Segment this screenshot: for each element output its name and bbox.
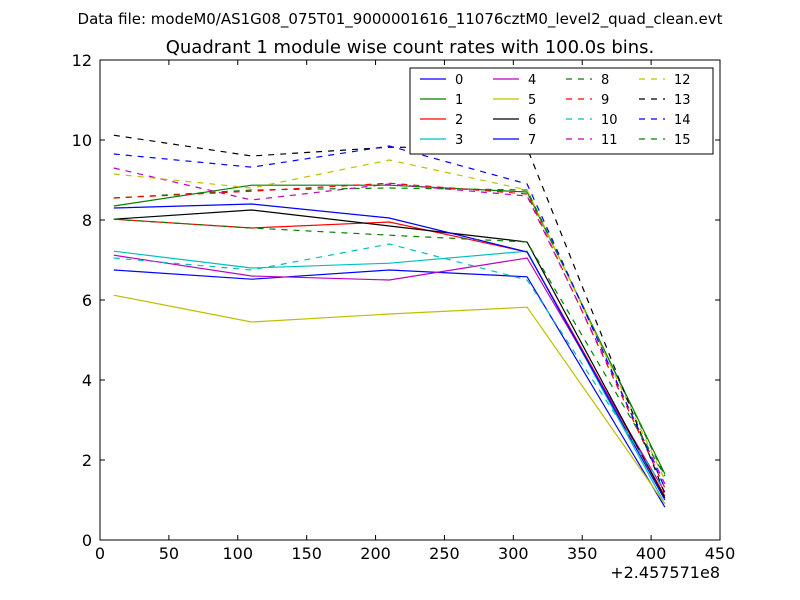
y-tick-label: 12: [72, 51, 92, 70]
series-line-8: [113, 187, 666, 477]
y-tick-label: 2: [82, 451, 92, 470]
series-line-14: [113, 145, 666, 489]
series-line-6: [113, 209, 666, 499]
x-tick-label: 100: [223, 544, 254, 563]
x-tick-label: 450: [705, 544, 736, 563]
series-layer: [113, 134, 666, 508]
legend-label-14: 14: [674, 113, 691, 128]
series-line-3: [113, 250, 666, 505]
series-line-0: [113, 269, 666, 508]
x-tick-label: 350: [567, 544, 598, 563]
x-tick-label: 0: [95, 544, 105, 563]
series-line-7: [113, 203, 666, 501]
x-offset-label: +2.457571e8: [610, 563, 720, 582]
series-line-4: [113, 254, 666, 493]
legend-label-11: 11: [601, 133, 618, 148]
x-tick-label: 300: [498, 544, 529, 563]
chart-title: Quadrant 1 module wise count rates with …: [166, 37, 655, 58]
legend-label-3: 3: [455, 133, 463, 148]
series-line-10: [113, 243, 666, 491]
legend-label-2: 2: [455, 113, 463, 128]
legend-label-1: 1: [455, 93, 463, 108]
legend-box: [409, 67, 714, 155]
legend-label-12: 12: [674, 73, 691, 88]
series-line-13: [113, 134, 666, 495]
legend-label-13: 13: [674, 93, 691, 108]
x-tick-label: 250: [429, 544, 460, 563]
x-tick-label: 150: [291, 544, 322, 563]
series-line-9: [113, 182, 666, 489]
y-tick-label: 4: [82, 371, 92, 390]
series-line-15: [113, 218, 666, 477]
legend-label-6: 6: [528, 113, 536, 128]
chart-suptitle: Data file: modeM0/AS1G08_075T01_90000016…: [78, 10, 723, 29]
series-line-2: [113, 218, 666, 497]
legend-label-0: 0: [455, 73, 463, 88]
y-tick-label: 6: [82, 291, 92, 310]
legend-label-15: 15: [674, 133, 691, 148]
legend-label-10: 10: [601, 113, 618, 128]
legend-label-7: 7: [528, 133, 536, 148]
series-line-5: [113, 294, 666, 505]
legend-label-8: 8: [601, 73, 609, 88]
legend-label-9: 9: [601, 93, 609, 108]
legend-label-4: 4: [528, 73, 536, 88]
y-tick-label: 8: [82, 211, 92, 230]
legend-label-5: 5: [528, 93, 536, 108]
y-tick-label: 0: [82, 531, 92, 550]
x-tick-label: 50: [159, 544, 179, 563]
series-line-12: [113, 159, 666, 481]
y-tick-label: 10: [72, 131, 92, 150]
series-line-1: [113, 184, 666, 475]
x-tick-label: 200: [360, 544, 391, 563]
x-tick-label: 400: [636, 544, 667, 563]
series-line-11: [113, 167, 666, 485]
